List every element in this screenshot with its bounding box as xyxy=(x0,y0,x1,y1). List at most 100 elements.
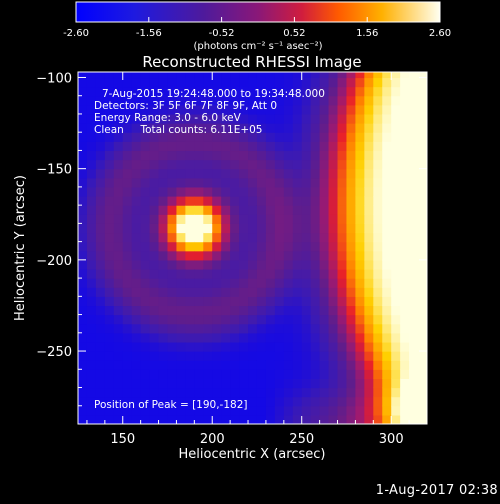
heatmap-cell xyxy=(239,259,249,270)
heatmap-cell xyxy=(373,414,383,424)
heatmap-cell xyxy=(230,378,240,389)
heatmap-cell xyxy=(373,341,383,352)
heatmap-cell xyxy=(274,351,285,361)
heatmap-cell xyxy=(113,414,124,424)
heatmap-cell xyxy=(256,414,267,424)
heatmap-cell xyxy=(355,113,365,124)
heatmap-cell xyxy=(274,387,285,398)
heatmap-cell xyxy=(167,360,178,370)
heatmap-cell xyxy=(391,104,401,115)
heatmap-cell xyxy=(355,341,365,352)
heatmap-cell xyxy=(373,278,383,288)
heatmap-cell xyxy=(131,287,142,297)
heatmap-cell xyxy=(140,341,151,352)
heatmap-cell xyxy=(149,214,160,224)
heatmap-cell xyxy=(400,86,410,97)
heatmap-cell xyxy=(373,232,383,243)
heatmap-cell xyxy=(265,223,276,234)
heatmap-cell xyxy=(301,351,312,361)
heatmap-cell xyxy=(95,150,106,161)
heatmap-cell xyxy=(149,341,160,352)
heatmap-cell xyxy=(194,378,204,389)
heatmap-cell xyxy=(337,159,348,170)
heatmap-cell xyxy=(131,95,142,106)
heatmap-cell xyxy=(113,268,124,279)
heatmap-cell xyxy=(95,186,106,197)
heatmap-cell xyxy=(104,351,115,361)
heatmap-cell xyxy=(409,150,419,161)
heatmap-cell xyxy=(131,72,142,79)
heatmap-cell xyxy=(283,360,294,370)
heatmap-cell xyxy=(203,369,213,379)
heatmap-cell xyxy=(382,196,392,206)
heatmap-cell xyxy=(418,360,427,370)
heatmap-cell xyxy=(283,72,294,79)
heatmap-cell xyxy=(140,360,151,370)
heatmap-cell xyxy=(265,314,276,325)
heatmap-cell xyxy=(283,232,294,243)
heatmap-cell xyxy=(409,159,419,170)
heatmap-cell xyxy=(185,150,195,161)
heatmap-cell xyxy=(95,123,106,133)
heatmap-cell xyxy=(194,223,204,234)
heatmap-cell xyxy=(328,123,339,133)
heatmap-cell xyxy=(194,287,204,297)
heatmap-cell xyxy=(382,123,392,133)
heatmap-cell xyxy=(185,77,195,88)
heatmap-cell xyxy=(418,378,427,389)
heatmap-cell xyxy=(346,223,357,234)
heatmap-cell xyxy=(346,214,357,224)
heatmap-cell xyxy=(319,360,330,370)
heatmap-cell xyxy=(355,259,365,270)
heatmap-cell xyxy=(86,378,97,389)
heatmap-cell xyxy=(185,332,195,343)
heatmap-cell xyxy=(78,332,88,343)
heatmap-cell xyxy=(86,314,97,325)
heatmap-cell xyxy=(382,186,392,197)
heatmap-cell xyxy=(203,232,213,243)
heatmap-cell xyxy=(230,278,240,288)
heatmap-cell xyxy=(400,123,410,133)
heatmap-cell xyxy=(113,396,124,407)
heatmap-cell xyxy=(364,268,374,279)
heatmap-cell xyxy=(418,314,427,325)
heatmap-cell xyxy=(194,332,204,343)
heatmap-cell xyxy=(113,387,124,398)
heatmap-cell xyxy=(131,232,142,243)
heatmap-cell xyxy=(248,150,258,161)
heatmap-cell xyxy=(185,177,195,188)
heatmap-cell xyxy=(221,205,231,215)
heatmap-cell xyxy=(248,168,258,179)
heatmap-cell xyxy=(221,378,231,389)
heatmap-cell xyxy=(382,241,392,252)
heatmap-cell xyxy=(337,104,348,115)
heatmap-cell xyxy=(167,268,178,279)
heatmap-cell xyxy=(301,314,312,325)
heatmap-cell xyxy=(274,314,285,325)
heatmap-cell xyxy=(185,405,195,416)
heatmap-cell xyxy=(400,287,410,297)
heatmap-cell xyxy=(78,387,88,398)
heatmap-cell xyxy=(355,77,365,88)
heatmap-cell xyxy=(418,205,427,215)
heatmap-cell xyxy=(176,360,186,370)
heatmap-cell xyxy=(122,414,133,424)
heatmap-cell xyxy=(78,77,88,88)
heatmap-cell xyxy=(131,86,142,97)
heatmap-cell xyxy=(409,77,419,88)
heatmap-cell xyxy=(409,387,419,398)
heatmap-cell xyxy=(364,113,374,124)
heatmap-cell xyxy=(310,241,321,252)
heatmap-cell xyxy=(185,95,195,106)
heatmap-cell xyxy=(265,95,276,106)
heatmap-cell xyxy=(364,196,374,206)
heatmap-cell xyxy=(212,259,222,270)
heatmap-cell xyxy=(418,278,427,288)
heatmap-cell xyxy=(248,351,258,361)
heatmap-cell xyxy=(355,86,365,97)
heatmap-cell xyxy=(122,205,133,215)
heatmap-cell xyxy=(373,104,383,115)
heatmap-cell xyxy=(373,378,383,389)
heatmap-cell xyxy=(346,268,357,279)
heatmap-cell xyxy=(319,369,330,379)
